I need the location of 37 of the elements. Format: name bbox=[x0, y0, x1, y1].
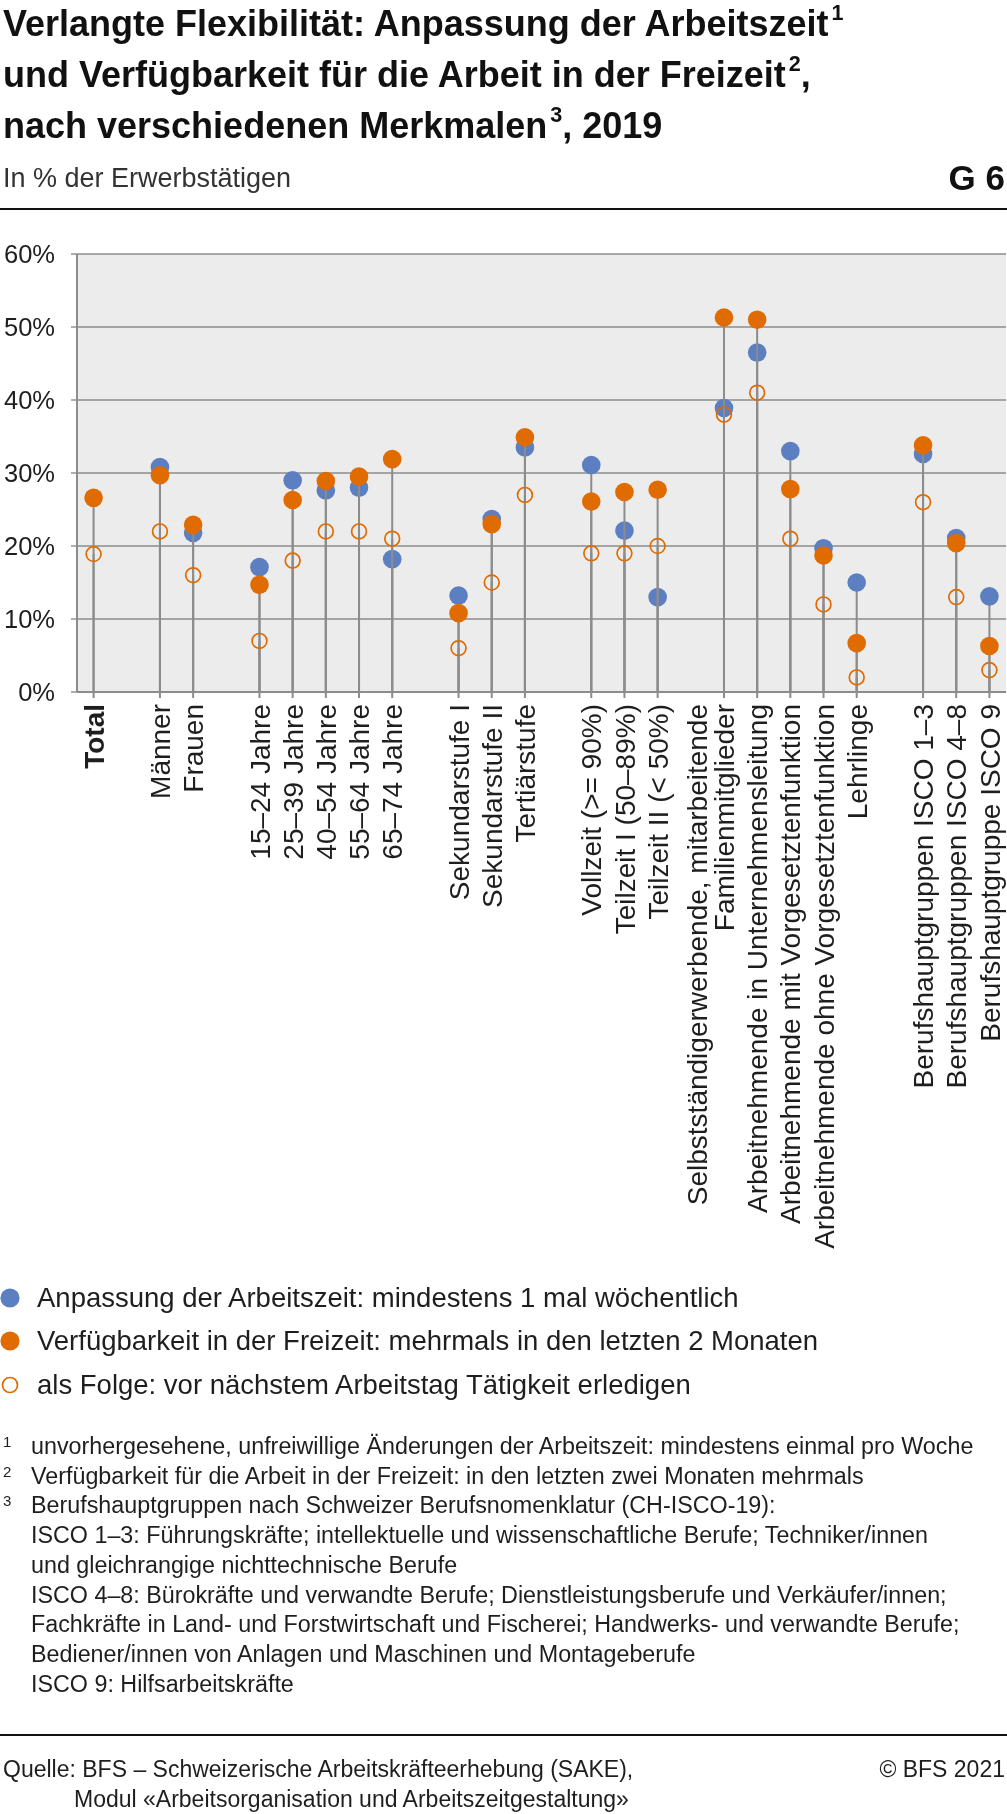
x-tick-label: Lehrlinge bbox=[841, 704, 873, 820]
x-tick-label: 15–24 Jahre bbox=[244, 704, 276, 860]
legend-label: Anpassung der Arbeitszeit: mindestens 1 mal wöchentlich bbox=[37, 1281, 739, 1314]
x-tick-label: Frauen bbox=[178, 704, 210, 793]
x-tick-label: Berufshauptgruppen ISCO 1–3 bbox=[908, 704, 940, 1089]
x-tick-label: 25–39 Jahre bbox=[277, 704, 309, 860]
legend-label: als Folge: vor nächstem Arbeitstag Tätigkeit erledigen bbox=[37, 1368, 691, 1401]
x-tick-label: Teilzeit I (50–89%) bbox=[609, 704, 641, 935]
y-tick-label: 10% bbox=[3, 605, 55, 634]
chart-title: Verlangte Flexibilität: Anpassung der Arbeitszeit$^{1}$ und Verfügbarkeit für die Arbeit in der Freizeit$^{2}$, nach verschiedenen Merkmalen$^{3}$, 2019 bbox=[3, 0, 844, 146]
text: G 6 bbox=[948, 158, 1005, 198]
x-tick-label: Berufshauptgruppe ISCO 9 bbox=[974, 704, 1006, 1042]
x-tick-label: Arbeitnehmende ohne Vorgesetztenfunktion bbox=[808, 704, 840, 1249]
y-tick-label: 20% bbox=[3, 532, 55, 561]
x-tick-label: Selbstständigerwerbende, mitarbeitende Familienmitglieder bbox=[682, 704, 741, 1206]
chart-subtitle: In % der Erwerbstätigen bbox=[3, 163, 292, 193]
x-tick-label: 65–74 Jahre bbox=[377, 704, 409, 860]
x-tick-label: Tertiärstufe bbox=[509, 704, 541, 843]
y-tick-label: 60% bbox=[3, 240, 55, 269]
y-tick-label: 50% bbox=[3, 313, 55, 342]
x-tick-label: 55–64 Jahre bbox=[344, 704, 376, 860]
x-tick-label: Arbeitnehmende in Unternehmensleitung bbox=[742, 704, 774, 1213]
y-tick-label: 40% bbox=[3, 386, 55, 415]
x-tick-label: Berufshauptgruppen ISCO 4–8 bbox=[941, 704, 973, 1089]
legend-label: Verfügbarkeit in der Freizeit: mehrmals in den letzten 2 Monaten bbox=[37, 1325, 819, 1358]
x-tick-label: 40–54 Jahre bbox=[310, 704, 342, 860]
text: © BFS 2021 bbox=[879, 1755, 1005, 1784]
source-note: Quelle: BFS – Schweizerische Arbeitskräfteerhebung (SAKE), Modul «Arbeitsorganisation und Arbeitszeitgestaltung» bbox=[3, 1755, 634, 1814]
y-tick-label: 30% bbox=[3, 459, 55, 488]
x-tick-label: Teilzeit II (< 50%) bbox=[642, 704, 674, 920]
x-tick-label: Arbeitnehmende mit Vorgesetztenfunktion bbox=[775, 704, 807, 1224]
x-tick-label: Vollzeit (>= 90%) bbox=[576, 704, 608, 916]
x-tick-label: Total bbox=[78, 704, 110, 769]
x-tick-label: Männer bbox=[145, 704, 177, 799]
x-tick-label: Sekundarstufe I bbox=[443, 704, 475, 901]
x-tick-label: Sekundarstufe II bbox=[476, 704, 508, 908]
y-tick-label: 0% bbox=[18, 678, 55, 707]
